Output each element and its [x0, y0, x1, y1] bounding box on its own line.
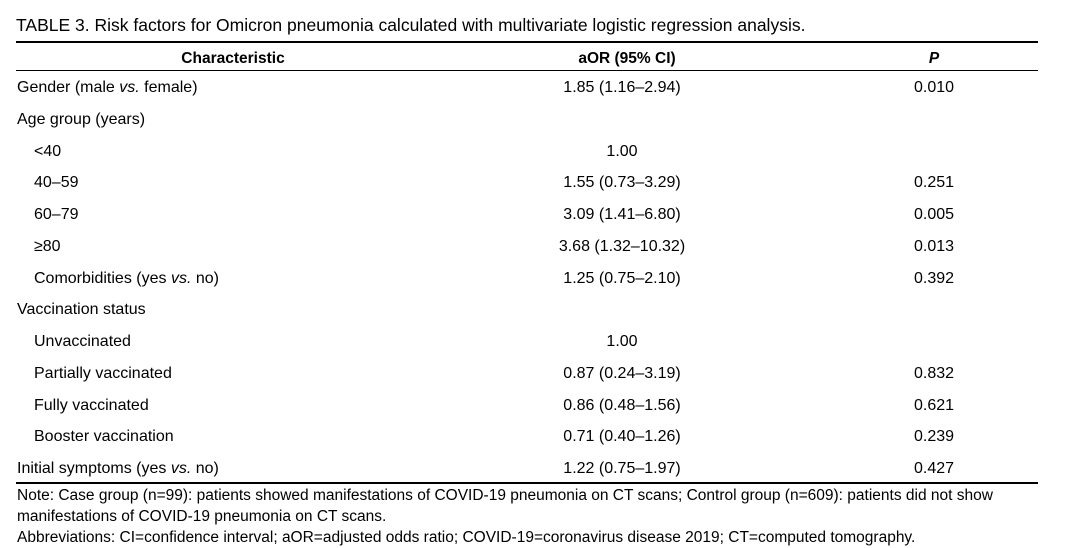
- row-label: Unvaccinated: [34, 330, 131, 354]
- row-label: Fully vaccinated: [34, 394, 149, 418]
- row-aor: 0.71 (0.40–1.26): [563, 428, 681, 446]
- table-row: Gender (male vs. female) 1.85 (1.16–2.94)…: [0, 76, 1080, 100]
- row-aor: 1.22 (0.75–1.97): [563, 460, 681, 477]
- row-label-text: Gender (male: [17, 79, 120, 96]
- table-row: 60–79 3.09 (1.41–6.80) 0.005: [0, 203, 1080, 227]
- table-row: ≥80 3.68 (1.32–10.32) 0.013: [0, 235, 1080, 259]
- row-aor: 1.00: [606, 333, 638, 350]
- row-p-value: 0.010: [913, 79, 955, 96]
- table-row: Unvaccinated 1.00: [0, 330, 1080, 354]
- row-label-italic: vs.: [170, 460, 192, 477]
- row-p-value: 0.621: [913, 396, 955, 414]
- abbreviations-text: Abbreviations: CI=confidence interval; a…: [17, 529, 916, 546]
- row-label-text: Age group (years): [17, 110, 146, 128]
- row-label: Gender (male vs. female): [17, 76, 198, 100]
- row-label-text-end: female): [139, 79, 198, 96]
- row-label-text: ≥80: [34, 237, 61, 255]
- row-p-value: 0.392: [913, 269, 955, 287]
- row-label: Partially vaccinated: [34, 362, 172, 386]
- header-aor: aOR (95% CI): [578, 50, 676, 67]
- row-label-text: Fully vaccinated: [34, 396, 149, 414]
- row-label-italic: vs.: [119, 79, 140, 96]
- table-notes: Note: Case group (n=99): patients showed…: [17, 485, 1067, 548]
- header-characteristic: Characteristic: [181, 50, 285, 67]
- note-text: Note: Case group (n=99): patients showed…: [17, 487, 993, 525]
- table-row: 40–59 1.55 (0.73–3.29) 0.251: [0, 171, 1080, 195]
- table-row: Booster vaccination 0.71 (0.40–1.26) 0.239: [0, 425, 1080, 449]
- table-caption: TABLE 3. Risk factors for Omicron pneumo…: [16, 15, 806, 35]
- row-label: Initial symptoms (yes vs. no): [17, 457, 219, 481]
- table-row: Partially vaccinated 0.87 (0.24–3.19) 0.83…: [0, 362, 1080, 386]
- row-aor: 1.85 (1.16–2.94): [563, 79, 681, 96]
- row-label: Booster vaccination: [34, 425, 174, 449]
- row-label-text: Partially vaccinated: [34, 364, 172, 382]
- row-label-text-end: no): [191, 269, 219, 287]
- row-p-value: 0.427: [913, 460, 955, 477]
- table-row: Initial symptoms (yes vs. no) 1.22 (0.75–…: [0, 457, 1080, 481]
- row-aor: 1.25 (0.75–2.10): [563, 269, 681, 287]
- row-aor: 0.86 (0.48–1.56): [563, 396, 681, 414]
- row-label-text: 60–79: [34, 206, 79, 223]
- row-p-value: 0.251: [913, 174, 955, 192]
- row-p-value: 0.832: [913, 364, 955, 382]
- row-label-text: Comorbidities (yes: [34, 269, 171, 287]
- row-aor: 1.00: [606, 142, 638, 160]
- row-label: 60–79: [34, 203, 79, 227]
- row-label-text: Booster vaccination: [34, 428, 174, 446]
- row-label-text: 40–59: [34, 174, 79, 192]
- table-row: Age group (years): [0, 108, 1080, 132]
- header-p: P: [928, 50, 940, 67]
- row-p-value: 0.013: [913, 237, 955, 255]
- row-label-text: Unvaccinated: [34, 333, 131, 350]
- row-label-text: <40: [34, 142, 62, 160]
- row-label-text: Initial symptoms (yes: [17, 460, 171, 477]
- top-rule: [16, 41, 1038, 43]
- row-label: ≥80: [34, 235, 61, 259]
- table-row: Fully vaccinated 0.86 (0.48–1.56) 0.621: [0, 394, 1080, 418]
- row-label-italic: vs.: [170, 269, 192, 287]
- row-label: 40–59: [34, 171, 79, 195]
- row-label-text-end: no): [191, 460, 219, 477]
- header-rule: [16, 70, 1038, 71]
- row-aor: 1.55 (0.73–3.29): [563, 174, 681, 192]
- row-label: Vaccination status: [17, 298, 146, 322]
- table-row: <40 1.00: [0, 140, 1080, 164]
- row-aor: 3.09 (1.41–6.80): [563, 206, 681, 223]
- row-p-value: 0.239: [913, 428, 955, 446]
- table-row: Vaccination status: [0, 298, 1080, 322]
- row-label-text: Vaccination status: [17, 301, 146, 319]
- row-p-value: 0.005: [913, 206, 955, 223]
- row-aor: 0.87 (0.24–3.19): [563, 364, 681, 382]
- bottom-rule: [16, 482, 1038, 484]
- row-aor: 3.68 (1.32–10.32): [558, 237, 686, 255]
- row-label: Comorbidities (yes vs. no): [34, 267, 219, 291]
- table-row: Comorbidities (yes vs. no) 1.25 (0.75–2.1…: [0, 267, 1080, 291]
- row-label: Age group (years): [17, 108, 145, 132]
- row-label: <40: [34, 140, 61, 164]
